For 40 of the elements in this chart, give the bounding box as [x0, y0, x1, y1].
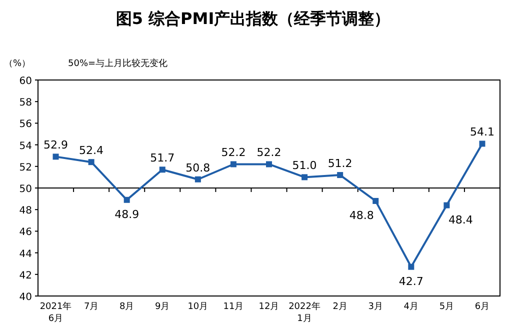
x-tick-label: 10月 [188, 302, 208, 312]
x-tick-label: 7月 [84, 302, 99, 312]
y-tick-label: 58 [19, 98, 32, 109]
y-tick-label: 50 [19, 184, 32, 195]
y-tick-label: 40 [19, 292, 32, 303]
x-tick-label: 2月 [332, 302, 348, 312]
text: 52.2 [221, 146, 246, 160]
x-tick-label: 2021年 6月 [40, 301, 72, 324]
x-tick-label: 3月 [368, 302, 383, 312]
x-tick-label: 12月 [258, 302, 280, 312]
x-tick-label: 5月 [439, 302, 454, 312]
y-tick-label: 42 [19, 270, 32, 282]
text: 48.8 [349, 208, 374, 222]
y-tick-label: 56 [19, 119, 32, 130]
text: 52.4 [79, 144, 104, 158]
text: 51.0 [292, 159, 317, 172]
text: 48.4 [448, 213, 473, 226]
chart-title: 图5 综合PMI产出指数（经季节调整） [116, 9, 390, 28]
text: 52.9 [44, 138, 68, 152]
text: 48.9 [114, 208, 140, 221]
y-tick-label: 52 [19, 162, 32, 174]
text: 54.1 [470, 126, 494, 139]
x-tick-label: 2022年 1月 [288, 301, 320, 324]
y-axis-title: （%） [4, 59, 31, 69]
text: 51.2 [328, 157, 352, 170]
x-tick-label: 8月 [119, 302, 134, 312]
x-tick-label: 6月 [474, 302, 490, 312]
text: 52.2 [256, 146, 282, 160]
x-tick-label: 9月 [155, 302, 170, 312]
y-tick-label: 44 [19, 248, 32, 260]
x-tick-label: 11月 [223, 302, 244, 312]
text: 50.8 [186, 161, 210, 174]
text: 51.7 [150, 152, 175, 165]
text: 42.7 [398, 274, 424, 288]
y-tick-label: 54 [19, 140, 32, 152]
y-tick-label: 60 [19, 76, 32, 87]
y-tick-label: 46 [19, 227, 32, 238]
x-tick-label: 4月 [404, 302, 419, 312]
y-tick-label: 48 [19, 206, 32, 217]
text: 50%=与上月比较无变化 [68, 58, 168, 69]
